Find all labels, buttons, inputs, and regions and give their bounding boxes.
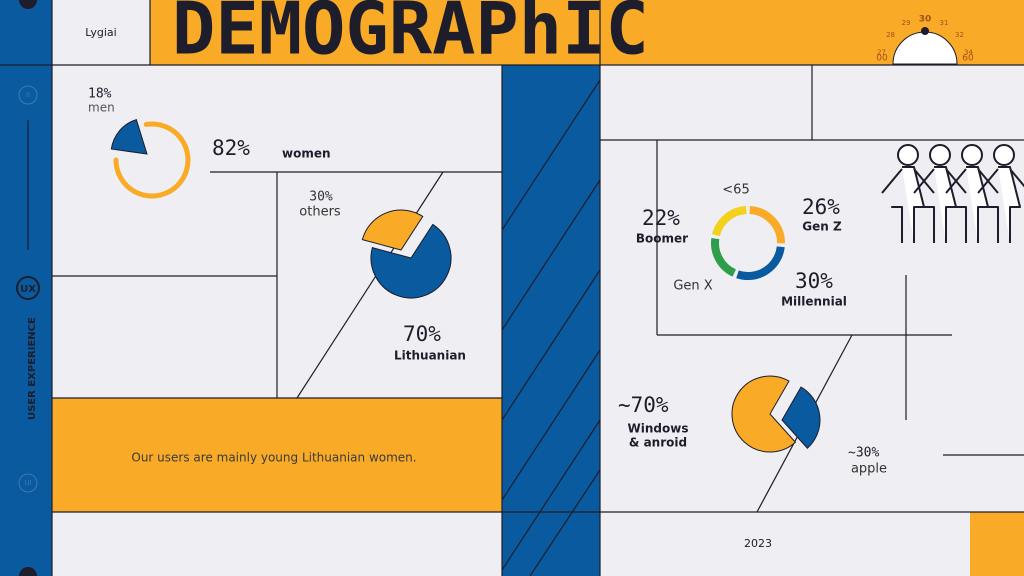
sidebar-title: USER EXPERIENCE <box>27 317 38 420</box>
badge-text: UX <box>20 284 36 295</box>
women-label: women <box>282 147 331 161</box>
windows-slice <box>731 375 797 453</box>
men-label: men <box>88 101 115 115</box>
apple-slice <box>781 386 821 449</box>
gauge-label: 31 <box>940 19 949 27</box>
badge <box>18 473 38 493</box>
windows-label: Windows <box>628 422 689 436</box>
gauge-label: 28 <box>886 31 895 39</box>
summary: Our users are mainly young Lithuanian wo… <box>131 451 416 465</box>
gauge-label: 32 <box>955 31 964 39</box>
lithuanian-slice <box>370 223 452 299</box>
millennial-arc <box>736 246 785 280</box>
badge <box>18 85 38 105</box>
women-icons <box>881 144 1024 244</box>
gauge-dot <box>921 27 929 35</box>
windows-label: & anroid <box>629 436 687 450</box>
genx-label: Gen X <box>673 279 712 294</box>
women-arc <box>113 121 191 199</box>
lithuanian-label: Lithuanian <box>394 349 466 363</box>
millennial-pct: 30% <box>795 269 833 293</box>
genz-arc <box>749 206 785 244</box>
badge-text: II <box>26 91 30 99</box>
gauge-label: 00 <box>876 54 888 64</box>
corner-box <box>970 512 1024 576</box>
genz-label: Gen Z <box>802 220 842 234</box>
header-title: DEMOGRAPhIC <box>172 0 649 71</box>
gauge-label: 30 <box>919 15 932 25</box>
gauge-label: 27 <box>877 48 886 56</box>
boomer-label: Boomer <box>636 232 688 246</box>
lithuanian-pct: 70% <box>403 322 441 346</box>
women-pct: 82% <box>212 136 250 160</box>
millennial-label: Millennial <box>781 295 847 309</box>
men-pct: 18% <box>88 87 112 102</box>
apple-pct: ~30% <box>848 446 879 461</box>
genz-pct: 22% <box>642 206 680 230</box>
gauge-label: 60 <box>962 54 974 64</box>
gauge-label: 29 <box>902 19 911 27</box>
header-band <box>150 0 1024 65</box>
others-slice <box>361 209 424 251</box>
badge <box>16 276 40 300</box>
gen-note: <65 <box>722 183 749 198</box>
badge-text: UI <box>24 479 31 487</box>
genz-pct: 26% <box>802 195 840 219</box>
windows-pct: ~70% <box>618 393 669 417</box>
gauge-label: 34 <box>964 48 973 56</box>
blue-band <box>502 65 600 576</box>
others-pct: 30% <box>309 190 333 205</box>
dot <box>19 567 37 576</box>
men-slice <box>110 118 148 155</box>
others-label: others <box>299 205 341 220</box>
boomer-arc <box>712 206 747 237</box>
header-label: Lygiai <box>85 26 116 39</box>
apple-label: apple <box>851 462 887 477</box>
genx-arc <box>711 237 737 277</box>
year: 2023 <box>744 537 772 550</box>
dot <box>19 0 37 9</box>
label-box <box>52 0 150 65</box>
summary-band <box>52 398 502 512</box>
